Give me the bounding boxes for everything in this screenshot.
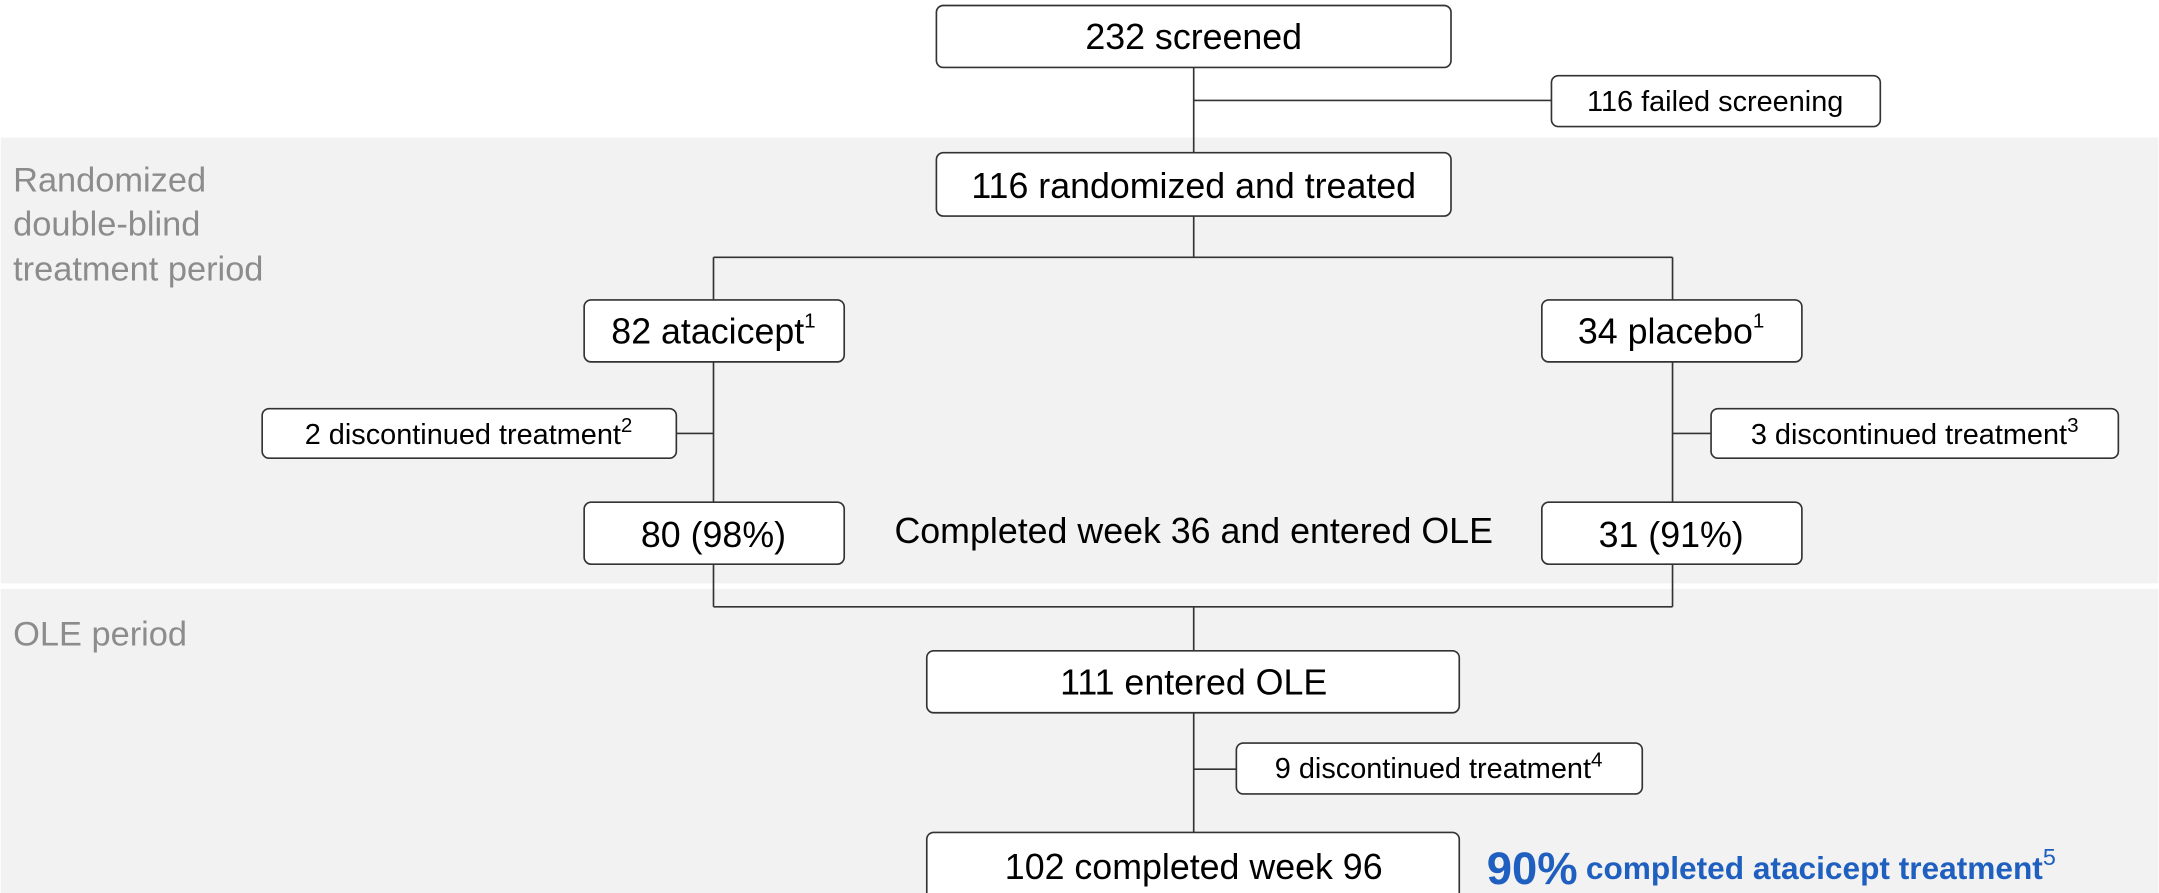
period-label: Randomized	[13, 161, 206, 199]
connectors	[676, 67, 1712, 833]
label: 2 discontinued treatment	[305, 419, 621, 451]
footnote: 3	[2067, 414, 2078, 437]
callout-text: completed atacicept treatment	[1586, 850, 2043, 886]
footnote: 1	[1753, 309, 1764, 332]
callout-percent: 90%	[1487, 843, 1578, 893]
callout: 90% completed atacicept treatment5	[1487, 843, 2056, 893]
node-label: 31 (91%)	[1599, 515, 1744, 555]
period-label: double-blind	[13, 205, 200, 243]
node-label: 2 discontinued treatment2	[305, 414, 633, 451]
node-box	[1540, 501, 1803, 565]
footnote: 5	[2043, 844, 2056, 870]
period-label: OLE period	[13, 615, 187, 653]
node-box	[1235, 742, 1644, 795]
footnote: 1	[804, 309, 815, 332]
label: 9 discontinued treatment	[1275, 753, 1591, 785]
annotation: Completed week 36 and entered OLE	[894, 511, 1492, 551]
node-label: 82 atacicept1	[611, 309, 815, 352]
node-box	[935, 4, 1452, 69]
node-box	[1550, 74, 1882, 128]
node-label: 116 failed screening	[1587, 86, 1843, 118]
node-box	[583, 299, 846, 363]
node-box	[925, 650, 1461, 714]
node-box	[1710, 407, 2120, 460]
node-label: 111 entered OLE	[1060, 662, 1327, 702]
period-label: treatment period	[13, 251, 263, 289]
label: 34 placebo	[1578, 312, 1753, 352]
label: 82 atacicept	[611, 312, 804, 352]
node-label: 232 screened	[1085, 17, 1302, 57]
node-label: 116 randomized and treated	[971, 166, 1416, 206]
node-box	[935, 151, 1452, 217]
node-label: 34 placebo1	[1578, 309, 1765, 352]
label: 3 discontinued treatment	[1751, 419, 2067, 451]
node-label: 102 completed week 96	[1005, 847, 1383, 887]
footnote: 2	[621, 414, 632, 437]
footnote: 4	[1591, 748, 1602, 771]
node-box	[925, 831, 1461, 893]
node-label: 80 (98%)	[641, 515, 786, 555]
node-box	[583, 501, 846, 565]
node-label: 9 discontinued treatment4	[1275, 748, 1603, 785]
node-box	[261, 407, 678, 460]
node-box	[1540, 299, 1803, 363]
node-label: 3 discontinued treatment3	[1751, 414, 2079, 451]
